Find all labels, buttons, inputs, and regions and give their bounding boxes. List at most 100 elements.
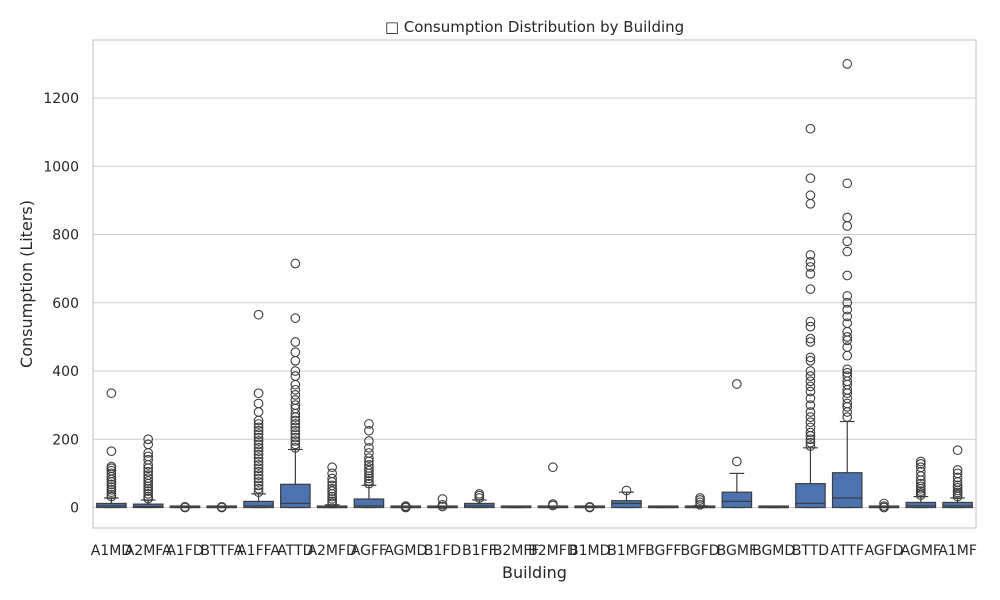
outlier-point	[915, 458, 926, 469]
box-group-b1mf	[611, 485, 642, 509]
outlier-point	[842, 364, 853, 375]
box-group-bgff	[647, 505, 679, 509]
outlier-point	[327, 473, 337, 484]
outlier-point	[290, 371, 301, 381]
x-tick-label: BGMF	[717, 543, 757, 559]
outlier-point	[364, 448, 374, 458]
outlier-point	[805, 412, 816, 422]
outlier-point	[364, 425, 374, 436]
outlier-point	[143, 473, 154, 484]
box	[243, 500, 274, 509]
x-tick-label: BTTD	[792, 543, 829, 559]
outlier-point	[805, 434, 816, 445]
outlier-point	[143, 434, 154, 445]
box	[831, 472, 863, 509]
outlier-point	[915, 481, 926, 492]
outlier-point	[915, 456, 926, 467]
outlier-point	[253, 456, 264, 467]
x-tick-label: BGFD	[681, 543, 720, 559]
x-tick-label: B1FF	[462, 543, 497, 559]
x-tick-labels: A1MDA2MFAA1FDBTTFAA1FFAATTDA2MFDAGFFAGMD…	[91, 543, 977, 559]
outlier-point	[290, 258, 301, 269]
outlier-point	[253, 463, 264, 474]
outlier-point	[842, 398, 853, 409]
outlier-point	[474, 489, 485, 499]
y-tick-label: 0	[70, 501, 79, 517]
x-tick-label: A2MFD	[307, 543, 356, 559]
box-group-b1fd	[427, 494, 458, 512]
outlier-point	[106, 388, 117, 399]
outlier-point	[106, 489, 117, 500]
x-tick-label: ATTF	[831, 543, 864, 559]
outlier-point	[952, 465, 963, 475]
outlier-point	[842, 246, 853, 257]
outlier-point	[290, 384, 301, 395]
outlier-point	[437, 494, 448, 504]
outlier-point	[290, 395, 301, 405]
outlier-point	[253, 425, 264, 436]
outlier-point	[364, 453, 374, 463]
box	[611, 500, 642, 509]
outlier-point	[253, 483, 264, 494]
box-group-a1mf	[942, 445, 973, 509]
outlier-point	[253, 446, 264, 457]
outlier-point	[290, 366, 301, 376]
x-tick-label: B2MFD	[528, 543, 577, 559]
y-tick-labels: 0 200 400 600 800 1000 1200	[43, 91, 79, 517]
outlier-point	[143, 451, 154, 462]
outlier-point	[290, 422, 301, 433]
outlier-point	[695, 499, 705, 510]
outlier-point	[143, 476, 154, 486]
outlier-point	[842, 371, 853, 381]
outlier-point	[253, 309, 264, 320]
box	[905, 501, 937, 509]
outlier-point	[915, 462, 926, 473]
outlier-point	[364, 419, 374, 429]
outlier-point	[842, 291, 853, 301]
box-group-a2mfa	[132, 434, 164, 509]
plot-area	[92, 39, 977, 529]
outlier-point	[915, 466, 926, 477]
outlier-point	[253, 477, 264, 487]
x-axis-label: Building	[502, 563, 567, 582]
outlier-point	[253, 439, 264, 450]
outlier-point	[106, 446, 117, 457]
outlier-point	[290, 442, 301, 453]
outlier-point	[253, 442, 264, 453]
outlier-point	[805, 400, 816, 410]
outlier-point	[805, 441, 816, 451]
outlier-point	[805, 386, 816, 397]
outlier-point	[805, 376, 816, 387]
outlier-point	[327, 480, 337, 491]
outlier-point	[290, 432, 301, 443]
outlier-point	[327, 496, 337, 507]
outlier-point	[364, 465, 374, 476]
outlier-point	[143, 491, 154, 502]
outlier-point	[143, 439, 154, 450]
outlier-point	[327, 468, 337, 479]
outlier-point	[143, 470, 154, 480]
outlier-point	[952, 480, 963, 491]
outlier-point	[915, 478, 926, 489]
outlier-point	[842, 412, 853, 422]
outlier-point	[842, 318, 853, 329]
outlier-point	[290, 400, 301, 410]
box-group-bgfd	[684, 493, 716, 510]
outlier-point	[805, 407, 816, 417]
outlier-point	[805, 256, 816, 267]
outlier-point	[842, 236, 853, 247]
outlier-point	[805, 268, 816, 279]
outlier-point	[584, 501, 595, 512]
outlier-point	[364, 460, 374, 470]
x-tick-label: ATTD	[277, 543, 313, 559]
x-tick-label: B1FD	[424, 543, 461, 559]
outlier-point	[253, 466, 264, 477]
y-axis-label: Consumption (Liters)	[17, 200, 36, 368]
y-tick-label: 1000	[43, 159, 79, 175]
box-group-agff	[353, 419, 385, 509]
outlier-point	[106, 465, 117, 476]
y-tick-label: 400	[52, 364, 79, 380]
outlier-point	[952, 445, 963, 456]
x-tick-label: A1FD	[166, 543, 203, 559]
